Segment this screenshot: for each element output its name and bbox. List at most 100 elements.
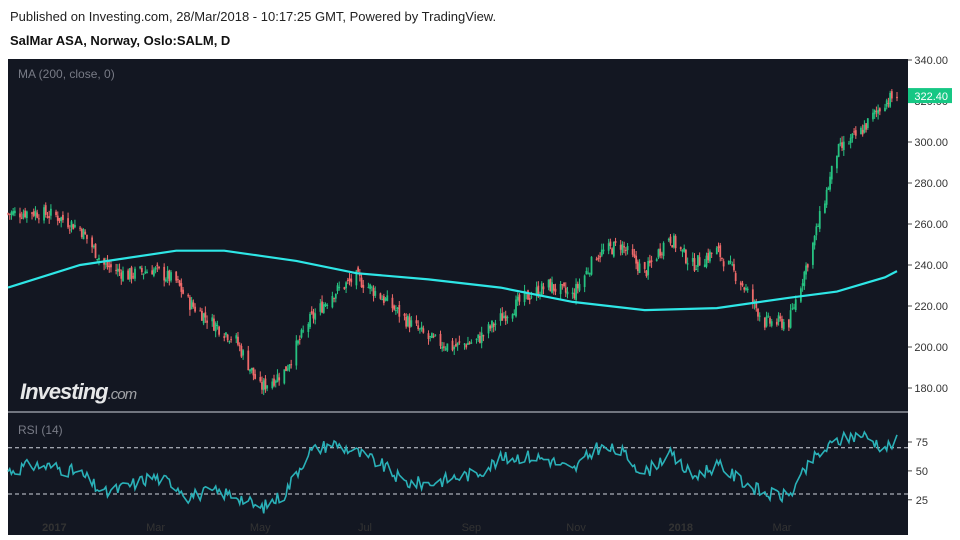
- candle-body[interactable]: [551, 282, 553, 293]
- candle-body[interactable]: [230, 339, 233, 341]
- candle-body[interactable]: [152, 269, 155, 276]
- candle-body[interactable]: [731, 264, 734, 266]
- candle-body[interactable]: [777, 315, 780, 322]
- candle-body[interactable]: [779, 316, 782, 319]
- candle-body[interactable]: [896, 96, 898, 99]
- candle-body[interactable]: [249, 369, 251, 372]
- candle-body[interactable]: [62, 214, 64, 220]
- candle-body[interactable]: [467, 342, 469, 345]
- candle-body[interactable]: [571, 292, 574, 295]
- candle-body[interactable]: [872, 112, 874, 120]
- candle-body[interactable]: [44, 205, 47, 215]
- candle-body[interactable]: [24, 210, 27, 218]
- candle-body[interactable]: [310, 310, 313, 314]
- candle-body[interactable]: [367, 286, 370, 288]
- candle-body[interactable]: [286, 368, 289, 371]
- candle-body[interactable]: [382, 296, 385, 303]
- candle-body[interactable]: [34, 210, 37, 217]
- candle-body[interactable]: [204, 312, 207, 318]
- candle-body[interactable]: [671, 245, 674, 248]
- candle-body[interactable]: [314, 313, 317, 320]
- candle-body[interactable]: [491, 320, 493, 328]
- candle-body[interactable]: [443, 346, 445, 348]
- candle-body[interactable]: [132, 276, 135, 278]
- candle-body[interactable]: [439, 333, 442, 346]
- candle-body[interactable]: [609, 241, 612, 247]
- candle-body[interactable]: [235, 335, 238, 339]
- candle-body[interactable]: [686, 263, 689, 265]
- candle-body[interactable]: [878, 108, 881, 112]
- candle-body[interactable]: [877, 110, 880, 114]
- candle-body[interactable]: [187, 294, 190, 297]
- candle-body[interactable]: [854, 130, 857, 136]
- candle-body[interactable]: [434, 334, 437, 336]
- candle-body[interactable]: [866, 118, 869, 128]
- candle-body[interactable]: [793, 307, 795, 309]
- candle-body[interactable]: [849, 137, 852, 144]
- candle-body[interactable]: [889, 92, 892, 107]
- candle-body[interactable]: [453, 346, 456, 349]
- candle-body[interactable]: [156, 264, 159, 267]
- candle-body[interactable]: [787, 319, 790, 328]
- candle-body[interactable]: [326, 304, 329, 306]
- candle-body[interactable]: [501, 313, 504, 321]
- candle-body[interactable]: [873, 110, 876, 115]
- candle-body[interactable]: [806, 264, 809, 268]
- candle-body[interactable]: [475, 338, 478, 340]
- candle-body[interactable]: [274, 381, 277, 383]
- candle-body[interactable]: [755, 301, 758, 308]
- candle-body[interactable]: [703, 264, 706, 268]
- candle-body[interactable]: [518, 294, 521, 302]
- candle-body[interactable]: [444, 348, 447, 350]
- candle-body[interactable]: [513, 313, 516, 316]
- candle-body[interactable]: [74, 224, 76, 228]
- candle-body[interactable]: [46, 216, 49, 218]
- candle-body[interactable]: [657, 249, 660, 258]
- candle-body[interactable]: [266, 385, 269, 389]
- candle-body[interactable]: [884, 107, 886, 112]
- candle-body[interactable]: [396, 307, 399, 309]
- candle-body[interactable]: [511, 314, 514, 319]
- candle-body[interactable]: [427, 333, 430, 339]
- candle-body[interactable]: [552, 284, 555, 291]
- candle-body[interactable]: [636, 261, 639, 271]
- candle-body[interactable]: [746, 288, 749, 291]
- candle-body[interactable]: [578, 284, 581, 291]
- candle-body[interactable]: [549, 279, 552, 292]
- candle-body[interactable]: [417, 325, 420, 330]
- candle-body[interactable]: [67, 218, 69, 228]
- candle-body[interactable]: [10, 212, 13, 215]
- candle-body[interactable]: [489, 325, 492, 329]
- candle-body[interactable]: [709, 251, 711, 262]
- candle-body[interactable]: [535, 287, 538, 295]
- candle-body[interactable]: [238, 345, 241, 347]
- candle-body[interactable]: [343, 287, 346, 290]
- candle-body[interactable]: [767, 315, 770, 317]
- candle-body[interactable]: [655, 259, 658, 261]
- candle-body[interactable]: [528, 298, 531, 300]
- candle-body[interactable]: [309, 313, 311, 328]
- candle-body[interactable]: [825, 189, 828, 205]
- candle-body[interactable]: [468, 342, 471, 344]
- candle-body[interactable]: [455, 343, 457, 347]
- candle-body[interactable]: [134, 268, 136, 279]
- candle-body[interactable]: [226, 334, 229, 341]
- candle-body[interactable]: [94, 243, 97, 258]
- candle-body[interactable]: [104, 263, 107, 265]
- candle-body[interactable]: [166, 270, 169, 279]
- candle-body[interactable]: [12, 211, 15, 215]
- candle-body[interactable]: [202, 313, 205, 324]
- candle-body[interactable]: [499, 313, 502, 322]
- candle-body[interactable]: [801, 283, 804, 286]
- candle-body[interactable]: [346, 280, 349, 282]
- candle-body[interactable]: [420, 326, 423, 330]
- candle-body[interactable]: [803, 271, 806, 287]
- candle-body[interactable]: [441, 346, 444, 349]
- candle-body[interactable]: [667, 238, 670, 241]
- price-pane[interactable]: [7, 89, 898, 396]
- candle-body[interactable]: [128, 268, 131, 280]
- candle-body[interactable]: [372, 287, 375, 296]
- candle-body[interactable]: [319, 303, 322, 312]
- candle-body[interactable]: [561, 284, 564, 286]
- candle-body[interactable]: [612, 241, 615, 257]
